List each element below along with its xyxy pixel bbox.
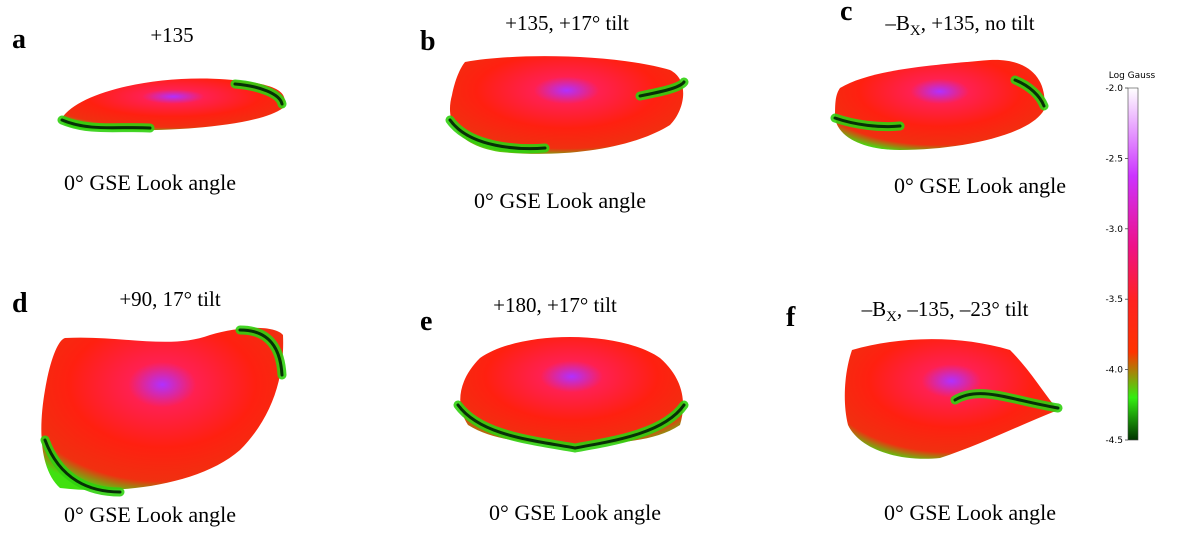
title-sub: X	[886, 309, 897, 325]
panel-caption: 0° GSE Look angle	[894, 173, 1066, 198]
colorbar-tick-label: -3.5	[1105, 295, 1123, 305]
surface-edge-dark	[833, 78, 1046, 129]
colorbar-tick-label: -3.0	[1105, 225, 1123, 235]
title-prefix: –B	[861, 297, 887, 321]
panel-title: +90, 17° tilt	[119, 287, 220, 311]
panel-title: +180, +17° tilt	[493, 293, 617, 317]
panel: e +180, +17° tilt 0° GSE Look angle	[420, 293, 689, 525]
panel: b +135, +17° tilt 0° GSE Look angle	[420, 11, 689, 213]
surface-edge-dark	[448, 80, 686, 151]
surface	[449, 56, 684, 154]
panel-caption: 0° GSE Look angle	[64, 170, 236, 195]
colorbar-tick-label: -2.0	[1105, 84, 1123, 94]
title-sub: X	[910, 23, 921, 39]
title-rest: , +135, no tilt	[921, 11, 1035, 35]
panel-label: c	[840, 0, 852, 27]
colorbar-tick-label: -4.0	[1105, 366, 1123, 376]
colorbar-tick-label: -2.5	[1105, 154, 1123, 164]
title-rest: , –135, –23° tilt	[897, 297, 1029, 321]
panel-label: d	[12, 288, 28, 319]
panel: d +90, 17° tilt 0° GSE Look angle	[12, 287, 287, 527]
panel: c –BX, +135, no tilt 0° GSE Look angle	[830, 0, 1066, 198]
surface	[41, 327, 284, 491]
panel-title: –BX, +135, no tilt	[884, 11, 1034, 39]
panel-label: b	[420, 26, 436, 57]
panel-label: f	[786, 302, 796, 333]
panel-title: –BX, –135, –23° tilt	[861, 297, 1029, 325]
panel: f –BX, –135, –23° tilt 0° GSE Look angle	[786, 297, 1063, 525]
surface-edge-dark	[953, 392, 1060, 410]
colorbar-tick-label: -4.5	[1105, 436, 1123, 446]
panel-caption: 0° GSE Look angle	[64, 502, 236, 527]
panel-caption: 0° GSE Look angle	[884, 500, 1056, 525]
panel-caption: 0° GSE Look angle	[474, 188, 646, 213]
panel-label: e	[420, 306, 432, 337]
surface	[61, 78, 285, 131]
surface	[835, 59, 1045, 150]
panel-title: +135, +17° tilt	[505, 11, 629, 35]
panel-caption: 0° GSE Look angle	[489, 500, 661, 525]
panel-label: a	[12, 24, 26, 55]
title-prefix: –B	[884, 11, 910, 35]
surface-edge-dark	[456, 403, 686, 450]
panel-title: +135	[150, 23, 193, 47]
surface-edge-dark	[60, 82, 284, 130]
colorbar	[1127, 87, 1139, 441]
colorbar-title: Log Gauss	[1109, 71, 1156, 81]
panel: a +135 0° GSE Look angle	[12, 23, 287, 195]
surface	[460, 337, 684, 450]
surface-edge-dark	[43, 328, 284, 494]
